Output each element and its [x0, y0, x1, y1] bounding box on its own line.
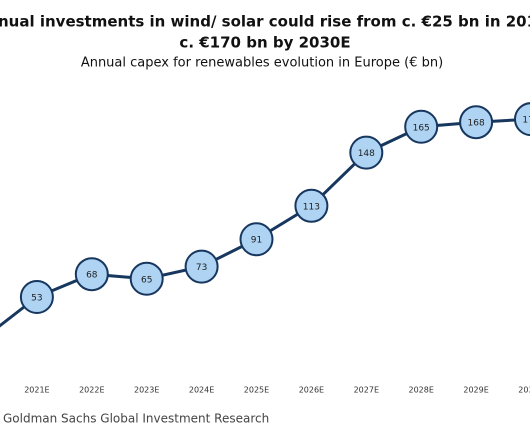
data-label: 148: [358, 149, 375, 159]
x-tick-label: 2030E: [518, 386, 530, 395]
x-tick-label: 2025E: [244, 386, 269, 395]
x-tick-label: 2029E: [463, 386, 488, 395]
x-tick-label: 2022E: [79, 386, 104, 395]
marker: [184, 249, 219, 284]
marker: [294, 188, 329, 223]
data-label: 53: [31, 294, 42, 304]
data-label: 165: [413, 123, 430, 133]
data-label: 168: [468, 119, 485, 129]
x-tick-label: 2021E: [24, 386, 49, 395]
data-label: 68: [86, 271, 98, 281]
data-label: 91: [251, 236, 262, 246]
x-tick-label: 2023E: [134, 386, 159, 395]
x-tick-label: 2024E: [189, 386, 214, 395]
chart-title: nual investments in wind/ solar could ri…: [0, 13, 530, 31]
marker: [514, 102, 530, 137]
data-label: 65: [141, 275, 152, 285]
x-tick-label: 2028E: [408, 386, 433, 395]
marker: [349, 135, 384, 170]
marker: [239, 222, 274, 257]
marker: [404, 109, 439, 144]
x-tick-label: 2026E: [299, 386, 324, 395]
chart-title: c. €170 bn by 2030E: [179, 34, 350, 52]
marker: [459, 105, 494, 140]
data-label: 73: [196, 263, 207, 273]
data-label: 170: [522, 116, 530, 126]
marker: [19, 280, 54, 314]
source: Goldman Sachs Global Investment Research: [3, 412, 269, 426]
data-label: 113: [303, 202, 320, 212]
marker: [129, 261, 164, 296]
chart-subtitle: Annual capex for renewables evolution in…: [81, 56, 443, 71]
x-tick-label: 2027E: [354, 386, 379, 395]
marker: [74, 257, 109, 292]
